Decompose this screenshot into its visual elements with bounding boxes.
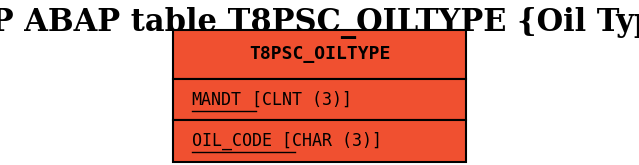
Text: MANDT: MANDT	[192, 91, 242, 109]
FancyBboxPatch shape	[173, 120, 466, 162]
FancyBboxPatch shape	[173, 79, 466, 120]
Text: T8PSC_OILTYPE: T8PSC_OILTYPE	[249, 45, 390, 64]
Text: [CHAR (3)]: [CHAR (3)]	[272, 132, 382, 150]
Text: SAP ABAP table T8PSC_OILTYPE {Oil Type}: SAP ABAP table T8PSC_OILTYPE {Oil Type}	[0, 7, 639, 39]
FancyBboxPatch shape	[173, 30, 466, 79]
Text: OIL_CODE: OIL_CODE	[192, 132, 272, 150]
Text: [CLNT (3)]: [CLNT (3)]	[242, 91, 352, 109]
